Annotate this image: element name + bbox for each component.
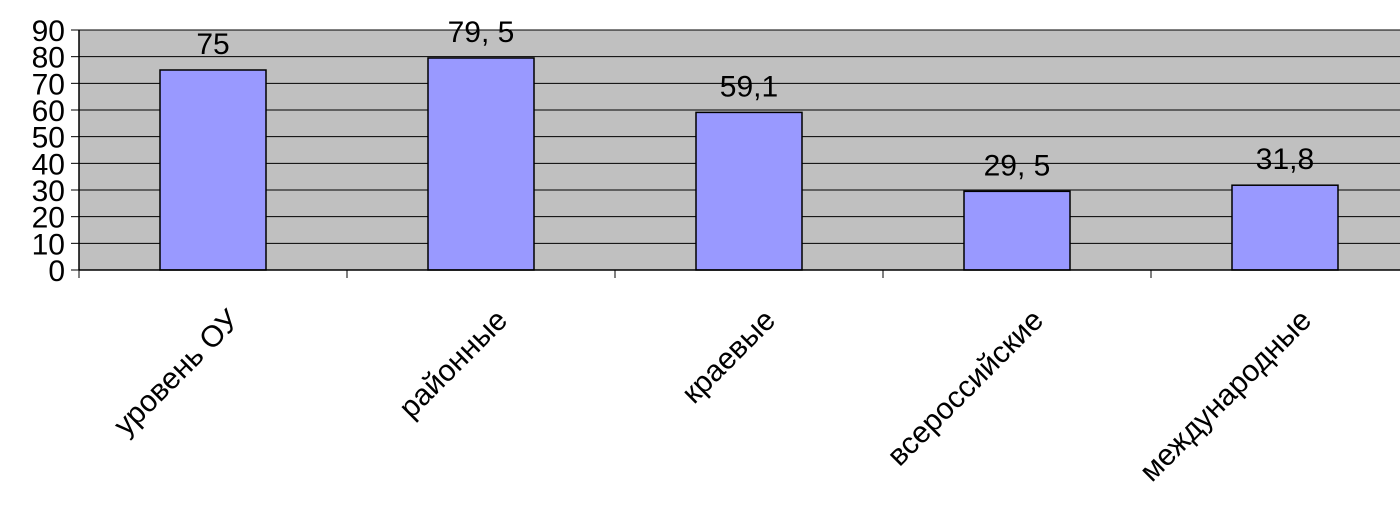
y-tick-label-20: 20 [32,202,65,235]
y-tick-label-70: 70 [32,68,65,101]
bar-1 [427,57,535,271]
data-label-0: 75 [196,28,229,61]
category-label-3: всероссийские [881,304,1050,473]
y-tick-label-90: 90 [32,15,65,48]
bar-2 [695,111,803,271]
y-tick-label-0: 0 [48,255,65,288]
y-tick-label-40: 40 [32,148,65,181]
data-labels: 75 79, 5 59,1 29, 5 31,8 [196,16,1314,182]
bar-4 [1231,184,1339,271]
y-tick-label-60: 60 [32,95,65,128]
bars [159,57,1339,271]
bar-0 [159,69,267,271]
data-label-1: 79, 5 [448,16,515,49]
data-label-2: 59,1 [720,70,778,103]
y-tick-label-10: 10 [32,228,65,261]
data-label-3: 29, 5 [984,149,1051,182]
data-label-4: 31,8 [1256,143,1314,176]
category-labels: уровень ОУ районные краевые всероссийские ме… [108,303,1318,488]
category-label-1: районные [393,304,514,425]
bar-3 [963,190,1071,271]
x-axis-ticks [78,270,1152,278]
category-label-2: краевые [676,304,782,410]
y-tick-label-50: 50 [32,122,65,155]
y-tick-label-30: 30 [32,175,65,208]
category-label-4: международные [1134,304,1318,488]
y-tick-label-80: 80 [32,42,65,75]
category-label-0: уровень ОУ [108,303,247,442]
